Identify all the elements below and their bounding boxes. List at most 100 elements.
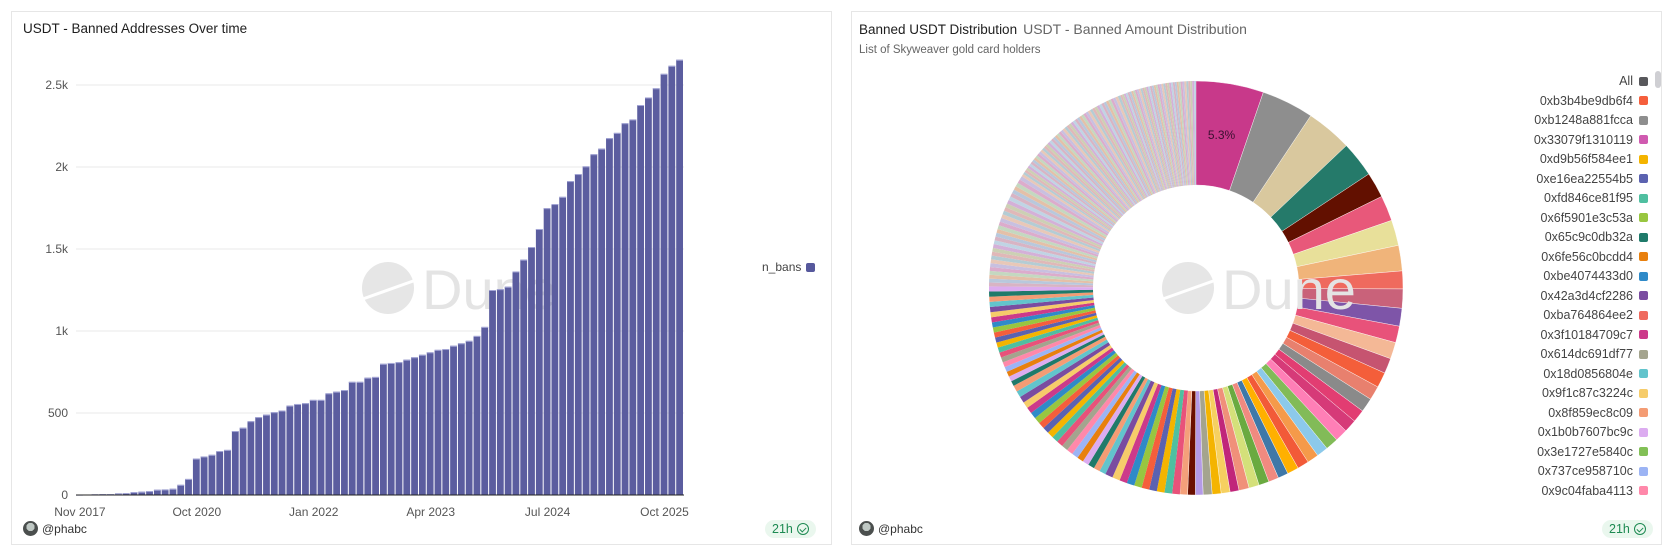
legend-item[interactable]: 0x33079f1310119 (1534, 131, 1648, 149)
bar (598, 148, 606, 495)
minor-slice (1052, 362, 1127, 442)
legend-item[interactable]: 0xba764864ee2 (1543, 306, 1648, 324)
tail-slice (1117, 95, 1159, 193)
bar (660, 73, 668, 496)
tail-slice (1146, 86, 1173, 189)
legend-item[interactable]: 0x3e1727e5840c (1537, 443, 1648, 461)
bar (364, 377, 372, 495)
legend-item[interactable]: 0x1b0b7607bc9c (1538, 423, 1648, 441)
bar (263, 414, 270, 495)
legend-item[interactable]: 0x65c9c0db32a (1545, 228, 1648, 246)
bar-top-edge (333, 391, 341, 393)
legend-swatch (1639, 252, 1648, 261)
bar-top-edge (208, 454, 216, 456)
legend-item[interactable]: 0xd9b56f584ee1 (1540, 150, 1648, 168)
minor-slice (1057, 364, 1130, 446)
minor-slice (1156, 389, 1181, 493)
tail-slice (991, 251, 1095, 272)
bar-top-edge (559, 196, 567, 198)
legend-item[interactable]: 0xe16ea22554b5 (1536, 170, 1648, 188)
legend-swatch (1639, 96, 1648, 105)
refresh-badge[interactable]: 21h (765, 520, 816, 538)
minor-slice (1039, 355, 1121, 428)
tail-slice (1132, 90, 1166, 190)
bar-chart-title: USDT - Banned Addresses Over time (23, 21, 248, 36)
legend-swatch (1639, 447, 1648, 456)
bar-top-edge (200, 456, 208, 458)
legend-item[interactable]: 0x6fe56c0bcdd4 (1541, 248, 1648, 266)
bar (177, 484, 185, 495)
legend-item-n-bans[interactable]: n_bans (762, 260, 816, 274)
legend-item[interactable]: 0x9c04faba4113 (1541, 482, 1648, 500)
legend-swatch (1639, 466, 1648, 476)
legend-item[interactable]: 0x18d0856804e (1543, 365, 1648, 383)
bar (356, 381, 364, 495)
minor-slice (1126, 385, 1166, 486)
bar-top-edge (496, 289, 504, 291)
bar (481, 326, 489, 495)
bar (270, 412, 278, 495)
tail-slice (990, 259, 1094, 276)
bar (543, 208, 551, 495)
bar-top-edge (380, 363, 387, 365)
bar-top-edge (652, 88, 660, 90)
tail-slice (1030, 161, 1115, 227)
legend-swatch (1639, 115, 1648, 125)
y-tick-label: 1k (55, 324, 69, 338)
tail-slice (1033, 157, 1117, 224)
legend-item[interactable]: 0x6f5901e3c53a (1541, 209, 1648, 227)
refresh-badge[interactable]: 21h (1602, 520, 1653, 538)
watermark-text: Dune (1222, 258, 1356, 321)
pie-chart-title: Banned USDT Distribution USDT - Banned Am… (859, 21, 1247, 37)
legend-item[interactable]: 0xb1248a881fcca (1534, 111, 1648, 129)
legend-item[interactable]: 0xfd846ce81f95 (1544, 189, 1648, 207)
minor-slice (997, 317, 1099, 353)
bar-top-edge (239, 427, 247, 429)
tail-slice (1035, 155, 1117, 223)
bar-top-edge (263, 414, 270, 416)
legend-item[interactable]: 0x8f859ec8c09 (1548, 404, 1648, 422)
legend-swatch (1639, 427, 1648, 437)
legend-item[interactable]: 0x42a3d4cf2286 (1541, 287, 1648, 305)
author[interactable]: @phabc (859, 521, 923, 536)
bar-top-edge (114, 493, 122, 495)
legend-label: 0x3f10184709c7 (1540, 327, 1633, 342)
legend-swatch (1639, 388, 1648, 398)
bar-top-edge (224, 449, 231, 451)
bar-top-edge (122, 493, 130, 495)
bar-top-edge (598, 148, 606, 150)
check-circle-icon (1633, 523, 1646, 535)
author[interactable]: @phabc (23, 521, 87, 536)
bar (138, 491, 146, 495)
legend-item[interactable]: 0x614dc691df77 (1541, 345, 1648, 363)
bar (418, 354, 426, 495)
legend-scrollbar[interactable] (1655, 71, 1661, 88)
legend-item[interactable]: 0x737ce958710c (1538, 462, 1648, 480)
tail-slice (1076, 117, 1138, 204)
legend-item[interactable]: All (1619, 72, 1648, 90)
legend-swatch (1639, 213, 1648, 222)
pie-chart-description: List of Skyweaver gold card holders (859, 44, 1041, 56)
tail-slice (1021, 174, 1111, 233)
legend-swatch (1639, 291, 1648, 300)
legend-item[interactable]: 0xbe4074433d0 (1543, 267, 1648, 285)
tail-slice (1043, 145, 1122, 219)
bar-top-edge (387, 362, 395, 364)
tail-slice (1174, 81, 1187, 186)
y-tick-label: 500 (48, 406, 68, 420)
y-tick-label: 2k (55, 160, 69, 174)
bar (255, 417, 263, 495)
bar (535, 228, 543, 495)
tail-slice (1168, 82, 1184, 186)
bar (450, 345, 457, 495)
tail-slice (1172, 82, 1186, 186)
legend-label: 0x6fe56c0bcdd4 (1541, 249, 1633, 264)
tail-slice (989, 270, 1094, 282)
tail-slice (1019, 176, 1110, 235)
tail-slice (1037, 153, 1118, 222)
tail-slice (1064, 126, 1132, 209)
legend-item[interactable]: 0x3f10184709c7 (1541, 326, 1648, 344)
legend-item[interactable]: 0xb3b4be9db6f4 (1540, 92, 1648, 110)
bar-top-edge (621, 123, 629, 125)
legend-item[interactable]: 0x9f1c87c3224c (1542, 384, 1648, 402)
